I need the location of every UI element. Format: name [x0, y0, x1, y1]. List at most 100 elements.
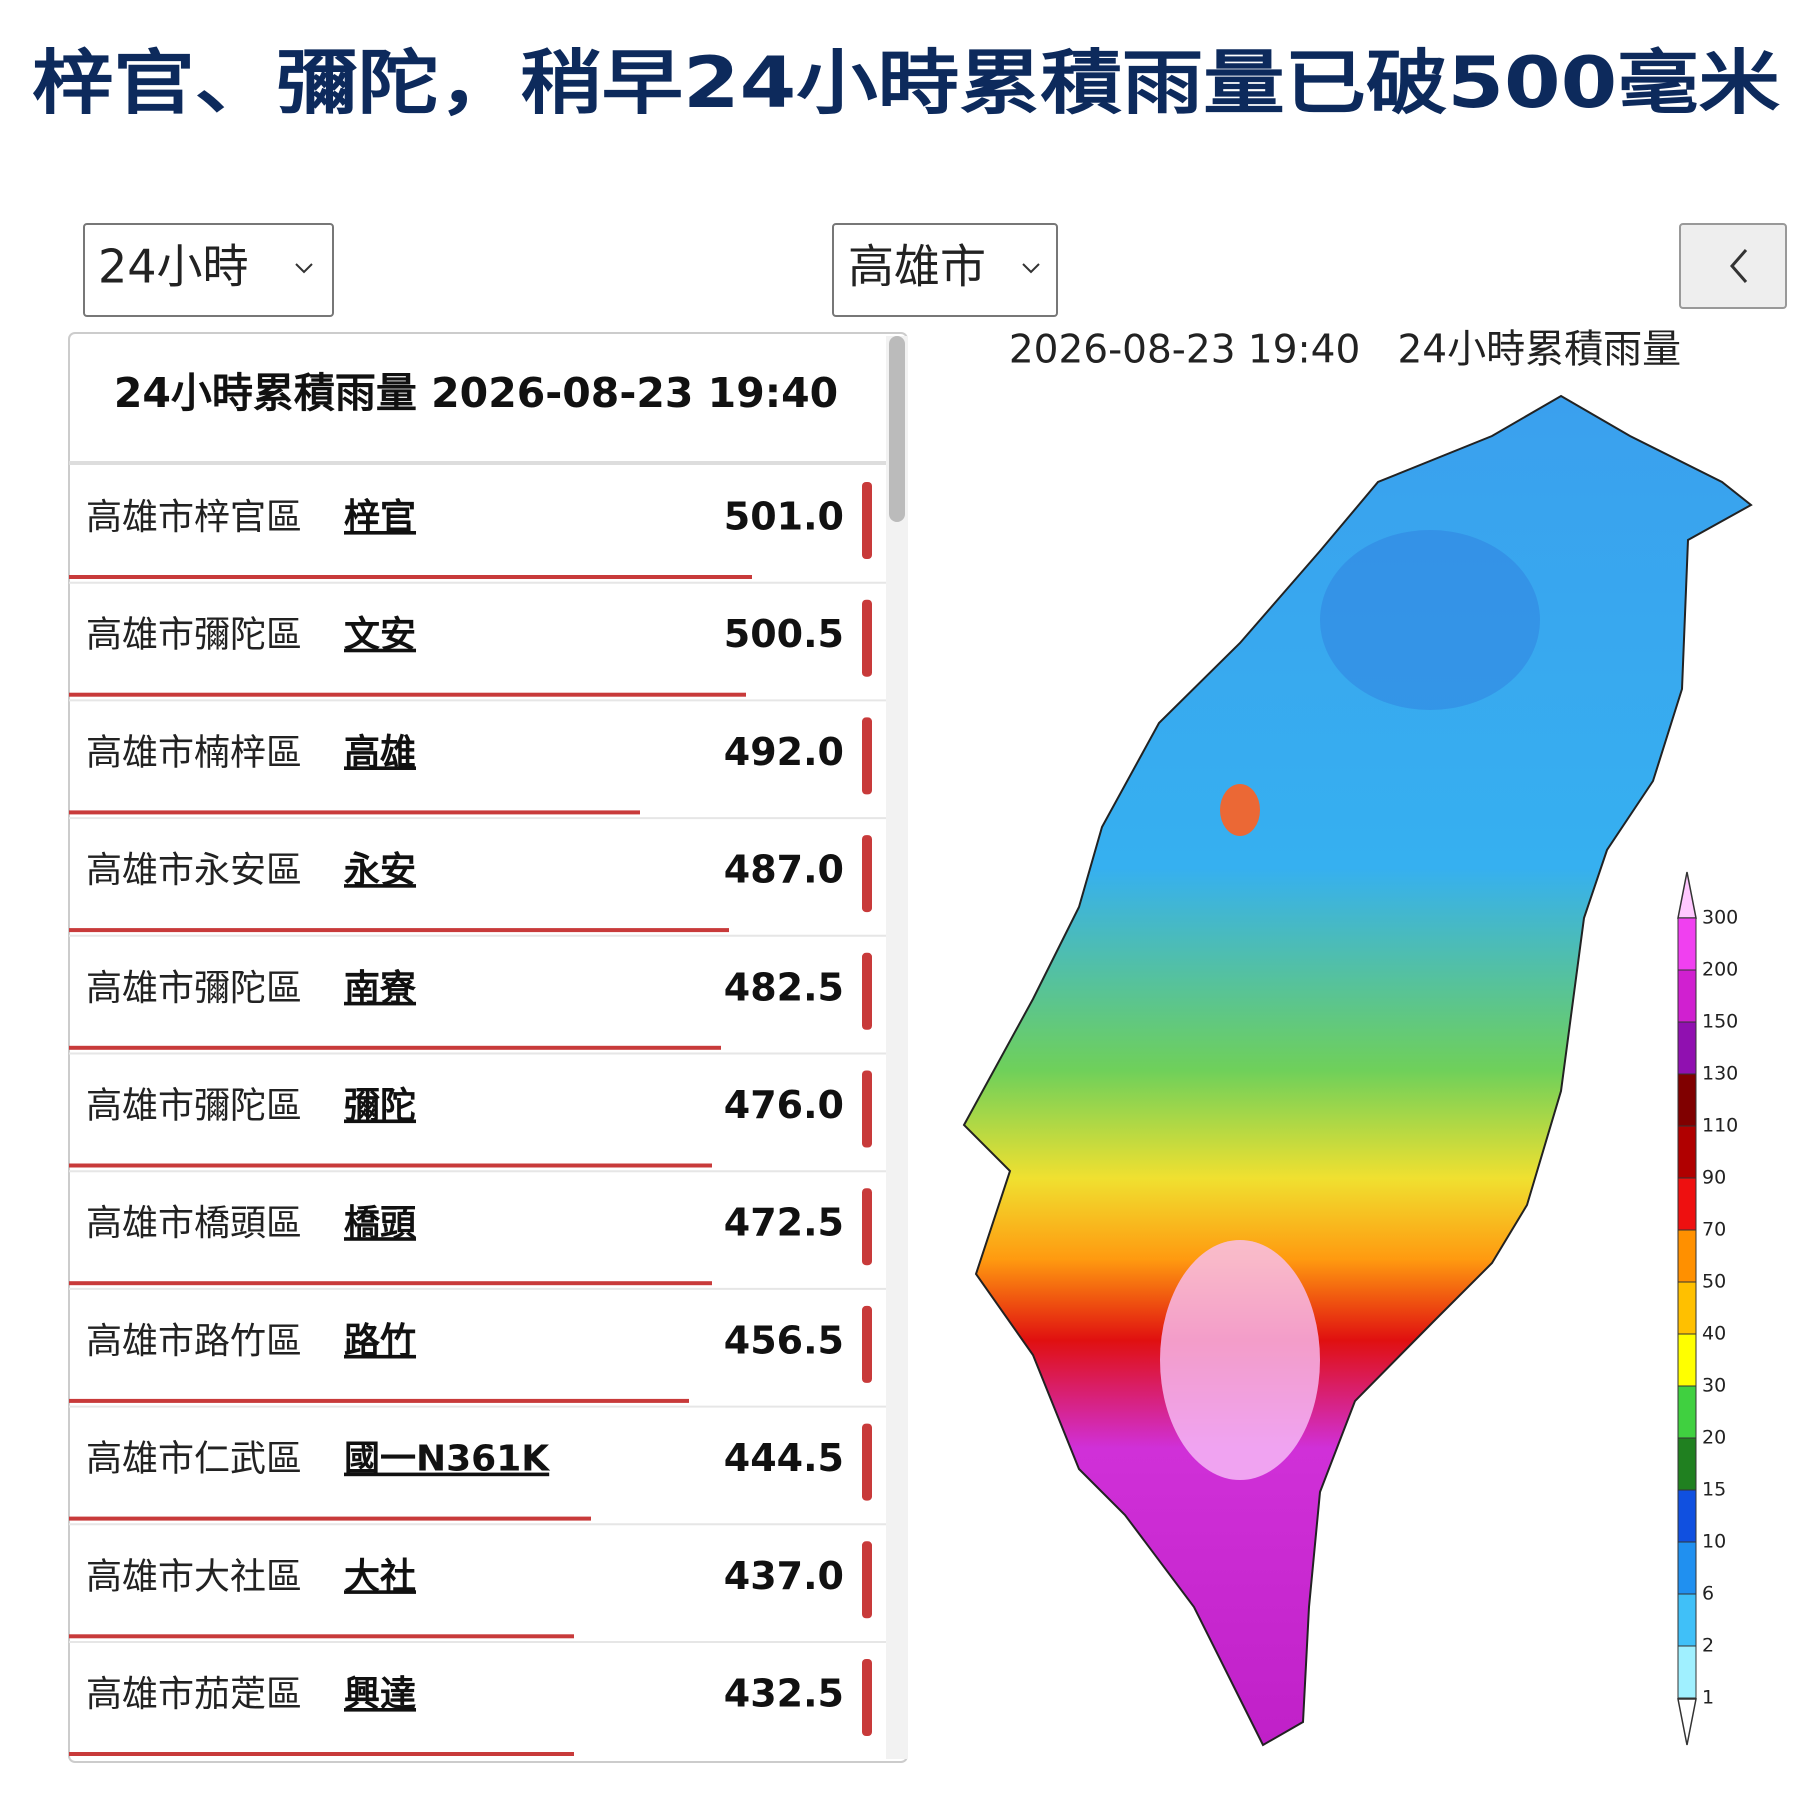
legend-swatch	[1677, 1645, 1697, 1699]
period-select[interactable]	[83, 223, 334, 317]
rain-value: 492.0	[724, 730, 844, 774]
city-select-label: 高雄市	[848, 240, 986, 294]
rain-zone	[1160, 1240, 1320, 1480]
row-underline	[69, 928, 729, 933]
row-underline	[69, 1045, 721, 1050]
legend-swatch	[1677, 1021, 1697, 1075]
legend-label: 2	[1702, 1635, 1714, 1657]
level-tick	[862, 952, 872, 1030]
legend-label: 150	[1702, 1011, 1738, 1033]
legend-label: 130	[1702, 1063, 1738, 1085]
legend-arrow	[1677, 1698, 1697, 1746]
district: 高雄市路竹區	[86, 1321, 302, 1362]
level-tick	[862, 835, 872, 913]
rain-zone	[1220, 784, 1260, 836]
level-tick	[862, 1541, 872, 1619]
legend-label: 70	[1702, 1219, 1726, 1241]
district: 高雄市彌陀區	[86, 1086, 302, 1127]
level-tick	[862, 1423, 872, 1501]
district: 高雄市橋頭區	[86, 1203, 302, 1244]
district: 高雄市梓官區	[86, 497, 302, 538]
collapse-icon	[1730, 249, 1748, 283]
headline: 梓官、彌陀，稍早24小時累積雨量已破500毫米	[32, 42, 1780, 124]
legend-swatch	[1677, 1281, 1697, 1335]
station-link[interactable]: 高雄	[344, 732, 416, 773]
station-link[interactable]: 南寮	[344, 968, 416, 1009]
station-link[interactable]: 文安	[344, 615, 416, 656]
station-link[interactable]: 梓官	[344, 497, 416, 538]
district: 高雄市茄萣區	[86, 1674, 302, 1715]
legend-label: 1	[1702, 1687, 1714, 1709]
rain-value: 432.5	[724, 1672, 844, 1716]
legend-label: 40	[1702, 1323, 1726, 1345]
legend-swatch	[1677, 1177, 1697, 1231]
row-underline	[69, 1752, 574, 1756]
scrollbar-thumb[interactable]	[889, 336, 905, 522]
level-tick	[862, 1305, 872, 1383]
legend-label: 300	[1702, 907, 1738, 929]
legend-swatch	[1677, 1333, 1697, 1387]
rain-value: 444.5	[724, 1436, 844, 1480]
rain-value: 482.5	[724, 965, 844, 1009]
row-underline	[69, 575, 752, 579]
district: 高雄市仁武區	[86, 1439, 302, 1480]
legend-label: 20	[1702, 1427, 1726, 1449]
legend-label: 50	[1702, 1271, 1726, 1293]
level-tick	[862, 717, 872, 795]
district: 高雄市楠梓區	[86, 732, 302, 773]
district: 高雄市永安區	[86, 850, 302, 891]
legend-label: 30	[1702, 1375, 1726, 1397]
legend-label: 110	[1702, 1115, 1738, 1137]
rain-value: 437.0	[724, 1554, 844, 1598]
legend-swatch	[1677, 1229, 1697, 1283]
rain-value: 456.5	[724, 1318, 844, 1362]
legend-swatch	[1677, 1489, 1697, 1543]
station-link[interactable]: 大社	[344, 1556, 416, 1597]
level-tick	[862, 599, 872, 677]
legend-swatch	[1677, 1073, 1697, 1127]
level-tick	[862, 482, 872, 559]
rain-value: 500.5	[724, 612, 844, 656]
legend-label: 200	[1702, 959, 1738, 981]
table-title: 24小時累積雨量 2026-08-23 19:40	[114, 369, 838, 417]
station-link[interactable]: 永安	[344, 850, 416, 891]
chevron	[1022, 263, 1040, 274]
row-underline	[69, 1281, 712, 1286]
rain-value: 476.0	[724, 1083, 844, 1127]
district: 高雄市彌陀區	[86, 615, 302, 656]
level-tick	[862, 1188, 872, 1266]
legend-label: 15	[1702, 1479, 1726, 1501]
station-link[interactable]: 橋頭	[344, 1203, 417, 1244]
city-select[interactable]	[832, 223, 1058, 317]
station-link[interactable]: 國一N361K	[344, 1439, 550, 1480]
period-select-label: 24小時	[98, 240, 249, 294]
legend-swatch	[1677, 969, 1697, 1023]
legend-swatch	[1677, 1125, 1697, 1179]
station-link[interactable]: 興達	[344, 1674, 416, 1715]
legend-label: 90	[1702, 1167, 1726, 1189]
district: 高雄市大社區	[86, 1556, 302, 1597]
row-underline	[69, 1398, 689, 1403]
map-title: 2026-08-23 19:40 24小時累積雨量	[1009, 328, 1681, 373]
row-underline	[69, 1516, 591, 1521]
level-tick	[862, 1070, 872, 1148]
rain-zone	[1320, 530, 1540, 710]
legend-swatch	[1677, 1385, 1697, 1439]
station-link[interactable]: 彌陀	[344, 1086, 416, 1127]
row-underline	[69, 1163, 712, 1168]
scrollbar-track	[886, 336, 908, 1759]
legend-swatch	[1677, 1437, 1697, 1491]
chevron	[295, 263, 313, 274]
row-underline	[69, 810, 640, 815]
rain-value: 472.5	[724, 1201, 844, 1245]
legend-swatch	[1677, 1593, 1697, 1647]
legend-swatch	[1677, 917, 1697, 971]
rain-value: 501.0	[724, 495, 844, 539]
station-link[interactable]: 路竹	[344, 1321, 416, 1362]
legend-arrow	[1677, 871, 1697, 919]
row-underline	[69, 692, 746, 697]
district: 高雄市彌陀區	[86, 968, 302, 1009]
rain-value: 487.0	[724, 848, 844, 892]
